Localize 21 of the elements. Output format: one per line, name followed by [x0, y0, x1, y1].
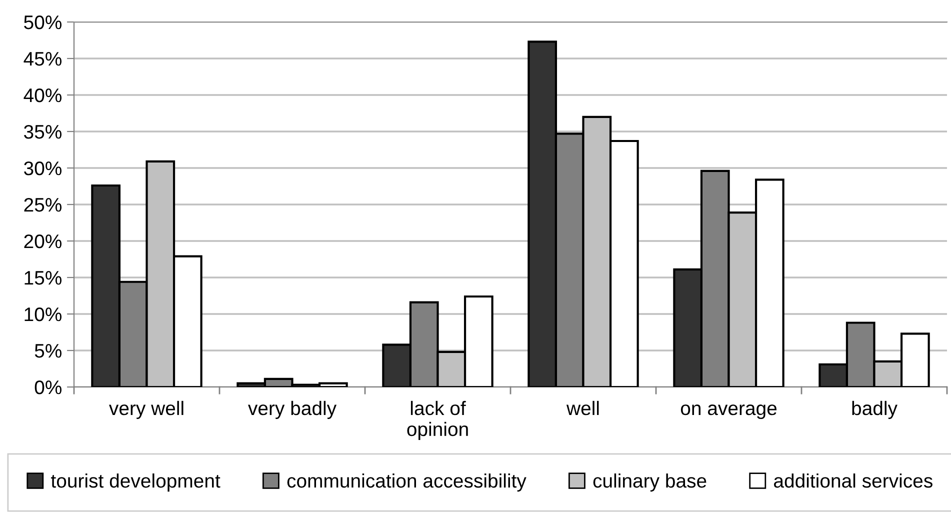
y-tick-label: 35% — [24, 124, 62, 139]
legend-label: culinary base — [593, 473, 706, 492]
y-tick-label: 20% — [24, 234, 62, 248]
y-tick-label: 40% — [24, 88, 62, 102]
x-tick-label: on average — [680, 404, 777, 420]
y-tick-label: 45% — [24, 52, 62, 66]
y-tick-label: 15% — [24, 271, 62, 285]
legend-label: tourist development — [51, 473, 220, 492]
legend-label: communication accessibility — [287, 473, 526, 492]
y-tick-label: 50% — [24, 15, 62, 30]
x-tick-label: very badly — [248, 400, 337, 420]
x-tick-label: well — [566, 400, 599, 416]
legend-label: additional services — [774, 473, 932, 488]
y-tick-label: 0% — [34, 380, 62, 394]
y-tick-label: 10% — [24, 307, 62, 322]
x-tick-label: very well — [109, 400, 184, 420]
x-tick-label: lack of opinion — [407, 400, 468, 440]
y-tick-label: 25% — [24, 198, 62, 212]
x-tick-label: badly — [852, 400, 898, 420]
y-tick-label: 5% — [34, 344, 62, 358]
y-tick-label: 30% — [24, 161, 62, 176]
